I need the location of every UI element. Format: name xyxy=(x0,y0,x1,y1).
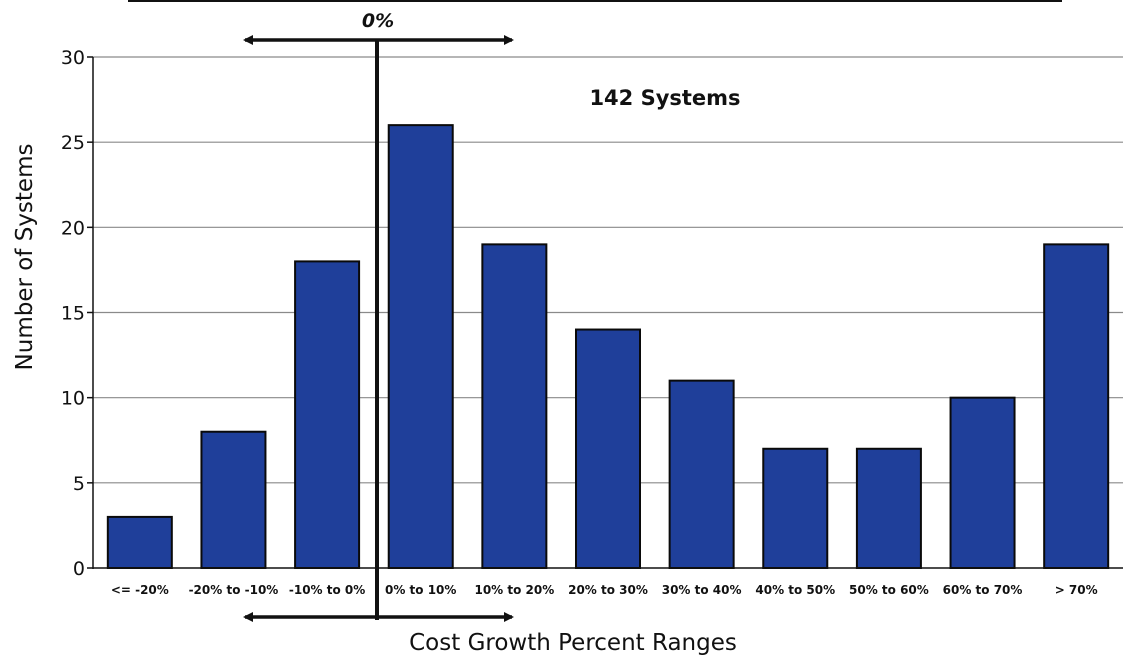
x-axis-title: Cost Growth Percent Ranges xyxy=(409,630,737,656)
x-tick-label: > 70% xyxy=(1055,583,1098,597)
bar xyxy=(294,260,361,569)
y-tick-label: 5 xyxy=(73,473,85,495)
x-tick-label: 20% to 30% xyxy=(568,583,648,597)
x-tick-labels: <= -20% -20% to -10% -10% to 0% 0% to 10% 10… xyxy=(111,583,1098,597)
total-systems-annotation: 142 Systems xyxy=(589,86,740,110)
x-tick-label: <= -20% xyxy=(111,583,169,597)
bar xyxy=(106,515,173,570)
y-tick-label: 20 xyxy=(61,217,85,239)
bar xyxy=(481,243,548,569)
x-tick-label: 10% to 20% xyxy=(474,583,554,597)
x-tick-label: 30% to 40% xyxy=(662,583,742,597)
zero-marker-label: 0% xyxy=(362,10,394,32)
x-tick-label: -10% to 0% xyxy=(289,583,365,597)
x-tick-label: -20% to -10% xyxy=(189,583,279,597)
y-tick-label: 30 xyxy=(61,47,85,69)
bars xyxy=(106,124,1110,570)
bar xyxy=(575,328,641,569)
x-tick-label: 40% to 50% xyxy=(755,583,835,597)
y-tick-label: 25 xyxy=(61,132,85,154)
bar xyxy=(855,447,922,569)
bar xyxy=(762,447,829,569)
y-axis-title: Number of Systems xyxy=(12,144,38,371)
bar xyxy=(949,396,1016,569)
bar xyxy=(387,124,454,569)
bar xyxy=(1043,243,1110,569)
y-tick-labels: 0 5 10 15 20 25 30 xyxy=(61,47,93,580)
bar xyxy=(668,379,735,569)
x-tick-label: 50% to 60% xyxy=(849,583,929,597)
y-tick-label: 0 xyxy=(73,558,85,580)
y-tick-label: 15 xyxy=(61,303,85,325)
x-tick-label: 0% to 10% xyxy=(385,583,456,597)
x-tick-label: 60% to 70% xyxy=(943,583,1023,597)
y-tick-label: 10 xyxy=(61,388,85,410)
bar xyxy=(200,430,267,569)
